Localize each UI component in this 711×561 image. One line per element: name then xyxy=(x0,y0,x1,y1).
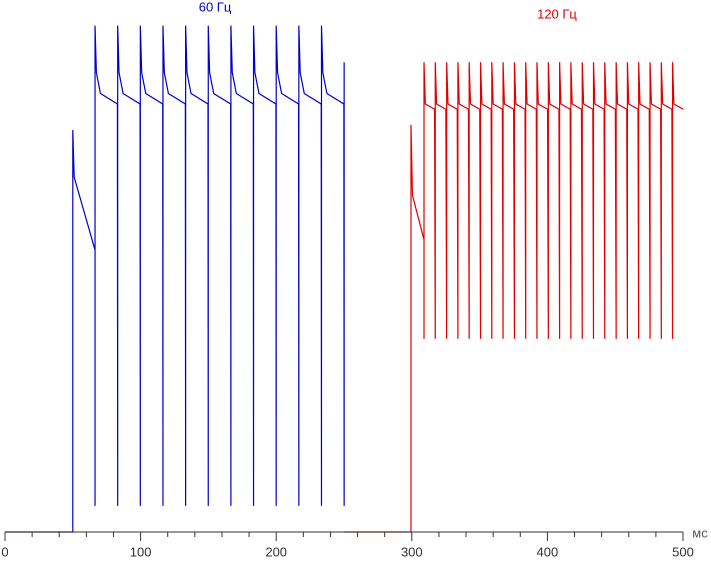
series-label: 120 Гц xyxy=(537,6,577,21)
x-tick-label: 400 xyxy=(537,544,559,559)
x-tick-label: 500 xyxy=(672,544,694,559)
x-axis-label: мс xyxy=(692,525,708,540)
x-tick-label: 300 xyxy=(401,544,423,559)
signal-line xyxy=(344,62,684,533)
series-label: 60 Гц xyxy=(199,0,232,14)
signal-line xyxy=(5,25,345,533)
x-tick-label: 0 xyxy=(1,544,8,559)
x-tick-label: 100 xyxy=(130,544,152,559)
x-tick-label: 200 xyxy=(265,544,287,559)
